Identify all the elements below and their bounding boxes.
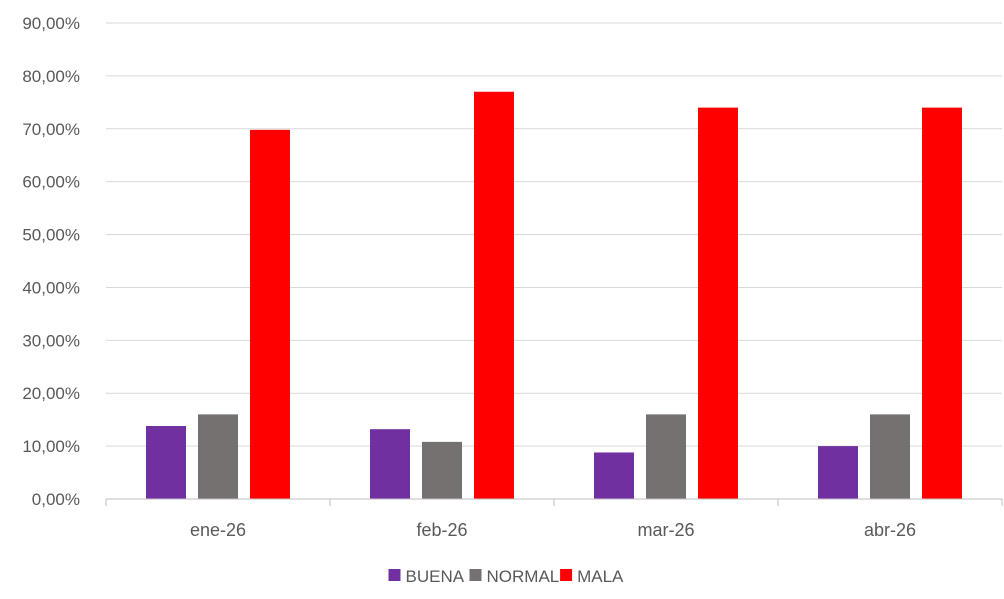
bar-mala-feb-26 bbox=[474, 91, 514, 499]
x-category-label: ene-26 bbox=[190, 520, 246, 540]
legend-swatch bbox=[388, 569, 401, 581]
legend-item-normal: NORMAL bbox=[469, 567, 560, 586]
y-tick-label: 80,00% bbox=[22, 67, 80, 86]
y-tick-label: 70,00% bbox=[22, 120, 80, 139]
bar-buena-feb-26 bbox=[370, 429, 410, 499]
bar-buena-abr-26 bbox=[818, 446, 858, 499]
legend-label: BUENA bbox=[406, 567, 465, 586]
y-axis-tick-labels: 0,00% 10,00% 20,00% 30,00% 40,00% 50,00% 60,00… bbox=[22, 14, 80, 509]
y-tick-label: 10,00% bbox=[22, 437, 80, 456]
x-category-label: mar-26 bbox=[637, 520, 694, 540]
bar-normal-feb-26 bbox=[422, 441, 462, 499]
bar-normal-ene-26 bbox=[198, 414, 238, 499]
x-axis-category-labels: ene-26 feb-26 mar-26 abr-26 bbox=[190, 520, 916, 540]
y-tick-label: 60,00% bbox=[22, 173, 80, 192]
legend-item-buena: BUENA bbox=[388, 567, 465, 586]
legend-label: MALA bbox=[577, 567, 624, 586]
bar-mala-mar-26 bbox=[698, 107, 738, 499]
bar-buena-mar-26 bbox=[594, 452, 634, 499]
x-category-label: feb-26 bbox=[416, 520, 467, 540]
gridlines bbox=[106, 22, 1002, 447]
legend: BUENA NORMAL MALA bbox=[388, 567, 624, 586]
bar-normal-abr-26 bbox=[870, 414, 910, 499]
legend-label: NORMAL bbox=[487, 567, 560, 586]
legend-swatch bbox=[469, 569, 482, 581]
y-tick-label: 50,00% bbox=[22, 226, 80, 245]
y-tick-label: 90,00% bbox=[22, 14, 80, 33]
legend-item-mala: MALA bbox=[560, 567, 624, 586]
legend-swatch bbox=[560, 569, 573, 581]
bar-buena-ene-26 bbox=[146, 426, 186, 499]
x-axis bbox=[105, 498, 1003, 506]
bar-normal-mar-26 bbox=[646, 414, 686, 499]
bar-mala-ene-26 bbox=[250, 129, 290, 499]
y-tick-label: 0,00% bbox=[32, 490, 80, 509]
x-category-label: abr-26 bbox=[864, 520, 916, 540]
y-tick-label: 40,00% bbox=[22, 278, 80, 297]
y-tick-label: 30,00% bbox=[22, 331, 80, 350]
bars bbox=[146, 91, 962, 499]
y-tick-label: 20,00% bbox=[22, 384, 80, 403]
bar-mala-abr-26 bbox=[922, 107, 962, 499]
